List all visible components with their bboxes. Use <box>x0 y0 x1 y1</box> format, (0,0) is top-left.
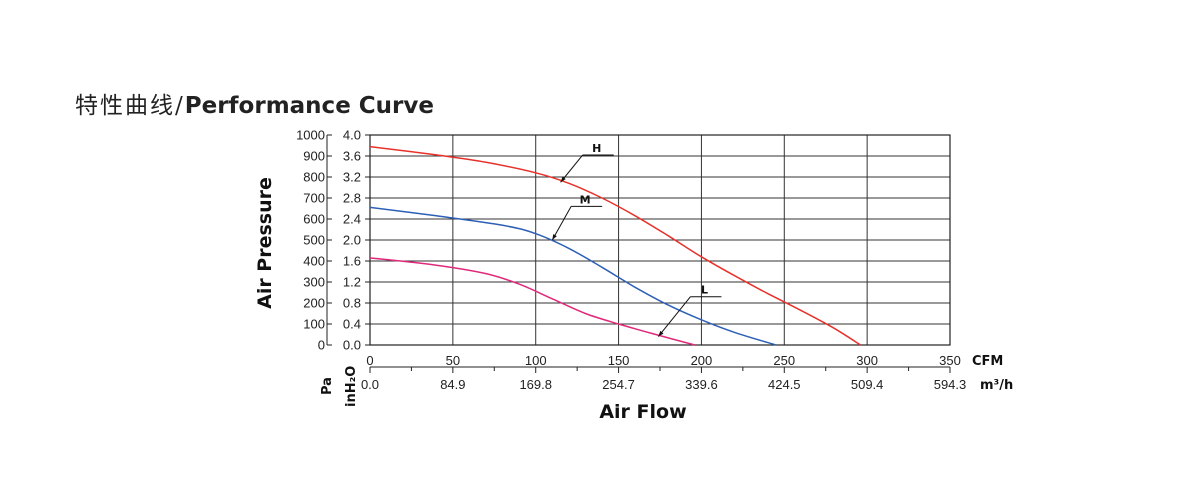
m3h-tick-label: 84.9 <box>440 377 465 392</box>
title-chinese: 特性曲线/ <box>75 93 185 119</box>
cfm-tick-label: 150 <box>608 353 630 368</box>
m3h-tick-label: 254.7 <box>602 377 635 392</box>
inh2o-unit-label: inH₂O <box>344 366 359 407</box>
cfm-tick-label: 200 <box>691 353 713 368</box>
pa-tick-label: 100 <box>303 317 325 332</box>
inh2o-tick-label: 2.0 <box>343 233 361 248</box>
cfm-tick-label: 100 <box>525 353 547 368</box>
pa-tick-label: 600 <box>303 212 325 227</box>
curve-L <box>369 257 695 346</box>
chart-labels: H M L <box>551 142 722 337</box>
cfm-tick-label: 350 <box>939 353 961 368</box>
arrow-head <box>552 234 557 240</box>
y-axis-title: Air Pressure <box>254 177 276 309</box>
curve-label-M: M <box>580 193 591 206</box>
chart-curves <box>369 145 861 346</box>
curve-M <box>369 206 777 346</box>
pa-tick-label: 900 <box>303 149 325 164</box>
pa-tick-label: 1000 <box>296 128 325 143</box>
inh2o-tick-label: 2.8 <box>343 191 361 206</box>
inh2o-tick-label: 0.4 <box>343 317 361 332</box>
pa-unit-label: Pa <box>320 377 335 395</box>
cfm-tick-label: 50 <box>446 353 460 368</box>
inh2o-tick-label: 3.6 <box>343 149 361 164</box>
curve-label-H: H <box>592 142 601 155</box>
m3h-tick-label: 424.5 <box>768 377 801 392</box>
m3h-tick-label: 594.3 <box>934 377 967 392</box>
arrow-head <box>560 176 566 183</box>
chart-axes: 010020030040050060070080090010000.00.40.… <box>254 128 1013 424</box>
cfm-tick-label: 250 <box>773 353 795 368</box>
leader-line <box>551 206 572 241</box>
cfm-tick-label: 0 <box>366 353 373 368</box>
curve-label-L: L <box>701 284 708 297</box>
pa-tick-label: 0 <box>318 338 325 353</box>
leader-line <box>560 154 584 183</box>
pa-tick-label: 400 <box>303 254 325 269</box>
curve-H <box>369 145 861 346</box>
cfm-tick-label: 300 <box>856 353 878 368</box>
pa-tick-label: 500 <box>303 233 325 248</box>
pa-tick-label: 200 <box>303 296 325 311</box>
m3h-tick-label: 169.8 <box>519 377 552 392</box>
m3h-unit-label: m³/h <box>980 378 1013 393</box>
cfm-unit-label: CFM <box>972 354 1003 369</box>
chart-grid <box>369 134 951 346</box>
m3h-tick-label: 0.0 <box>361 377 379 392</box>
m3h-tick-label: 339.6 <box>685 377 718 392</box>
x-axis-title: Air Flow <box>599 401 686 423</box>
pa-tick-label: 300 <box>303 275 325 290</box>
inh2o-tick-label: 2.4 <box>343 212 361 227</box>
inh2o-tick-label: 1.6 <box>343 254 361 269</box>
pa-tick-label: 800 <box>303 170 325 185</box>
inh2o-tick-label: 1.2 <box>343 275 361 290</box>
page-title: 特性曲线/Performance Curve <box>75 86 434 120</box>
inh2o-tick-label: 0.0 <box>343 338 361 353</box>
m3h-tick-label: 509.4 <box>851 377 884 392</box>
leader-line <box>657 296 691 337</box>
inh2o-tick-label: 0.8 <box>343 296 361 311</box>
inh2o-tick-label: 3.2 <box>343 170 361 185</box>
arrow-head <box>658 330 664 337</box>
pa-tick-label: 700 <box>303 191 325 206</box>
title-english: Performance Curve <box>184 93 434 119</box>
inh2o-tick-label: 4.0 <box>343 128 361 143</box>
